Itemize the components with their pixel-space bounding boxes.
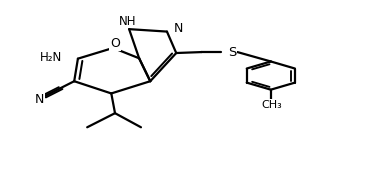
- Text: N: N: [35, 93, 44, 106]
- Text: NH: NH: [118, 15, 136, 28]
- Text: H₂N: H₂N: [40, 51, 62, 64]
- Text: N: N: [173, 22, 183, 35]
- Text: S: S: [229, 45, 237, 59]
- Text: O: O: [110, 37, 120, 50]
- Text: CH₃: CH₃: [261, 100, 282, 110]
